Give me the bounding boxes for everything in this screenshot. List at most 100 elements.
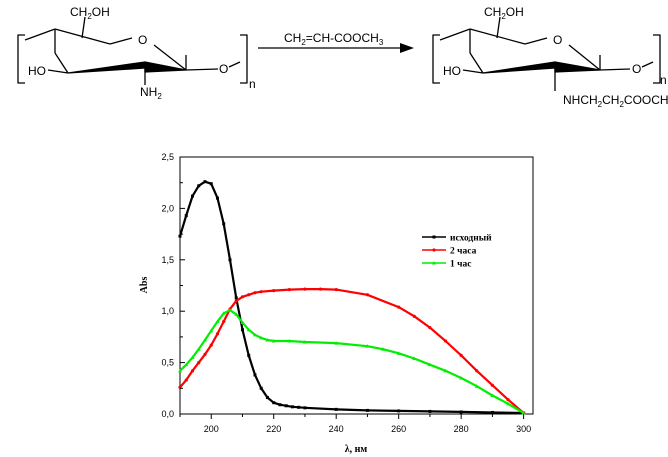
series-1-hour-point	[221, 311, 226, 315]
series-1-hour-point	[365, 344, 370, 348]
series-2-hours-point	[287, 288, 291, 292]
series-2-hours-line	[179, 288, 525, 414]
series-1-hour-point	[271, 339, 276, 343]
y-tick-label: 2,5	[161, 152, 174, 162]
reactant-ring-oxygen: O	[138, 33, 147, 47]
series-initial-point	[247, 353, 251, 357]
series-1-hour-point	[196, 347, 201, 351]
product-right-bracket	[653, 34, 661, 84]
series-1-hour-point	[474, 384, 479, 388]
series-1-hour-point	[246, 327, 251, 332]
series-1-hour-point	[412, 356, 417, 360]
series-1-hour-point	[396, 351, 401, 355]
series-2-hours-point	[222, 319, 226, 324]
series-initial-point	[197, 184, 201, 188]
series-2-hours-point	[234, 299, 238, 303]
series-2-hours-point	[215, 332, 220, 336]
reactant-ring	[24, 16, 219, 85]
series-2-hours-point	[259, 290, 263, 294]
series-initial-point	[190, 194, 194, 198]
series-1-hour-point	[259, 335, 264, 340]
uv-absorption-chart: 0,0 0,5 1,0 1,5 2,0 2,5 200 220 240 260 280 300 Ab…	[139, 152, 534, 455]
series-1-hour-point	[506, 401, 511, 406]
legend-swatch-marker	[432, 248, 436, 252]
x-tick-label: 280	[454, 424, 469, 434]
series-initial-point	[222, 222, 226, 226]
legend-label: 1 час	[450, 260, 471, 270]
reactant-right-bracket	[240, 34, 248, 84]
series-initial-point	[365, 408, 369, 412]
series-initial-point	[228, 258, 232, 262]
series-initial-point	[259, 386, 263, 390]
series-initial-point	[265, 396, 269, 400]
series-1-hour-point	[459, 376, 464, 380]
reactant-ch2oh-label: CH2OH	[70, 5, 110, 21]
series-2-hours-point	[272, 289, 276, 293]
series-1-hour-point	[521, 410, 526, 415]
series-initial-point	[290, 405, 294, 409]
series-initial-point	[272, 401, 276, 405]
reactant-left-bracket	[17, 34, 25, 84]
series-initial-point	[459, 410, 463, 414]
legend: исходный 2 часа 1 час	[422, 233, 492, 270]
series-1-hour-point	[381, 347, 386, 351]
series-1-hour-point	[287, 339, 292, 343]
series-2-hours-point	[365, 293, 370, 297]
legend-swatch-marker	[432, 235, 436, 239]
series-1-hour-point	[227, 308, 232, 312]
series-2-hours-point	[506, 398, 510, 402]
y-tick-label: 2,0	[161, 203, 174, 213]
legend-swatch-marker	[432, 261, 436, 265]
y-tick-label: 0,5	[161, 358, 174, 368]
series-2-hours-point	[412, 314, 416, 318]
legend-label: исходный	[450, 233, 492, 244]
series-initial-point	[397, 409, 401, 413]
product-ring-oxygen: O	[553, 33, 562, 47]
series-1-hour-line	[179, 309, 525, 414]
reactant-nh2-label: NH2	[140, 85, 162, 101]
x-tick-label: 200	[204, 424, 219, 434]
product-substituent-label: NHCH2CH2COOCH3	[563, 93, 668, 109]
series-2-hours-point	[475, 369, 479, 373]
series-2-hours-point	[203, 352, 207, 356]
series-1-hour-point	[302, 340, 307, 344]
series-initial-point	[209, 182, 213, 186]
series-2-hours-point	[490, 383, 494, 387]
series-2-hours-point	[443, 339, 448, 343]
series-initial-point	[253, 373, 257, 377]
series-1-hour-point	[184, 362, 189, 367]
product-n-label: n	[660, 73, 667, 87]
series-1-hour	[178, 308, 526, 415]
series-2-hours-point	[459, 353, 463, 358]
y-tick-label: 0,0	[161, 409, 174, 419]
series-initial-point	[203, 180, 207, 184]
series-2-hours-point	[190, 369, 195, 373]
series-1-hour-point	[178, 368, 182, 373]
series-2-hours-point	[303, 287, 307, 291]
series-initial-point	[297, 405, 301, 409]
product-link-oxygen: O	[632, 62, 641, 76]
series-1-hour-point	[490, 393, 495, 397]
series-initial-point	[184, 214, 188, 218]
x-tick-label: 220	[266, 424, 281, 434]
series-2-hours-point	[240, 295, 245, 299]
plot-frame	[179, 156, 534, 415]
series-initial-point	[303, 406, 307, 410]
series-initial-point	[334, 407, 338, 411]
series-initial-point	[178, 234, 182, 238]
series-2-hours-point	[428, 326, 432, 330]
series-1-hour-point	[240, 320, 245, 325]
reaction-scheme: O O O O	[17, 16, 661, 91]
series-2-hours-point	[397, 305, 401, 309]
series-initial-point	[240, 328, 244, 332]
series-2-hours-point	[318, 287, 323, 291]
series-initial-point	[278, 403, 282, 407]
y-axis-title: Abs	[139, 277, 150, 294]
product-left-bracket	[432, 34, 440, 84]
reactant-link-oxygen: O	[219, 62, 228, 76]
series-1-hour-point	[234, 312, 239, 316]
product-ho-label: HO	[443, 64, 461, 78]
series-2-hours-point	[334, 288, 338, 292]
y-tick-label: 1,5	[161, 255, 174, 265]
